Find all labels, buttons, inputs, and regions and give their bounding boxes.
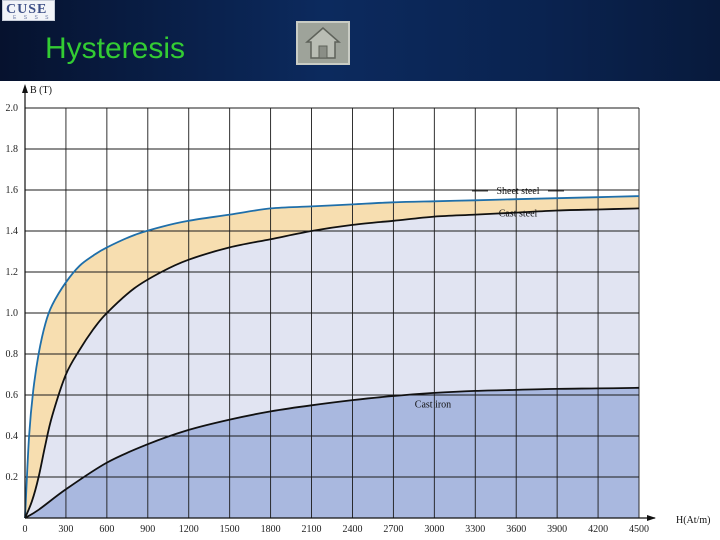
bh-curve-chart: 0.2 0.4 0.6 0.8 1.0 1.2 1.4 1.6 1.8 2.0 0 300 600 900… xyxy=(6,84,710,535)
y-tick-label: 1.8 xyxy=(6,144,19,155)
x-tick-label: 1800 xyxy=(261,524,281,535)
x-tick-label: 900 xyxy=(140,524,155,535)
x-tick-label: 4200 xyxy=(588,524,608,535)
tick-labels: 0.2 0.4 0.6 0.8 1.0 1.2 1.4 1.6 1.8 2.0 0 300 600 900… xyxy=(6,103,650,535)
x-tick-label: 2100 xyxy=(302,524,322,535)
cast-iron-fill xyxy=(25,387,639,518)
x-tick-label: 3000 xyxy=(424,524,444,535)
y-tick-label: 0.6 xyxy=(6,390,19,401)
cast-iron-label: Cast iron xyxy=(415,399,451,410)
x-tick-label: 0 xyxy=(23,524,28,535)
y-tick-label: 1.0 xyxy=(6,308,19,319)
x-tick-label: 4500 xyxy=(629,524,649,535)
annotations: Sheet steel Cast steel Cast iron xyxy=(415,186,564,410)
y-axis-label: B (T) xyxy=(30,85,52,96)
y-axis-arrow xyxy=(22,84,28,93)
x-tick-label: 1200 xyxy=(179,524,199,535)
y-tick-label: 0.2 xyxy=(6,472,19,483)
x-tick-label: 1500 xyxy=(220,524,240,535)
y-tick-label: 1.2 xyxy=(6,267,19,278)
x-axis-label: H(At/m) xyxy=(676,515,710,526)
grid xyxy=(25,107,640,518)
x-tick-label: 2400 xyxy=(342,524,362,535)
sheet-steel-label: Sheet steel xyxy=(496,186,539,197)
y-tick-label: 0.4 xyxy=(6,431,19,442)
cast-iron-curve xyxy=(24,386,640,519)
x-axis-arrow xyxy=(647,515,656,521)
logo-subtext: E S S S xyxy=(13,15,52,21)
logo: CUSE E S S S xyxy=(2,0,55,21)
x-tick-label: 300 xyxy=(58,524,73,535)
area-fills xyxy=(25,196,639,518)
y-tick-label: 1.6 xyxy=(6,185,19,196)
slide-title: Hysteresis xyxy=(45,32,186,65)
home-button[interactable] xyxy=(296,21,350,65)
cast-steel-curve xyxy=(24,207,640,519)
y-tick-label: 1.4 xyxy=(6,226,19,237)
curves xyxy=(24,195,640,519)
slide-header: CUSE E S S S Hysteresis xyxy=(0,0,720,81)
logo-text: CUSE xyxy=(6,2,48,17)
x-tick-label: 3900 xyxy=(547,524,567,535)
axes xyxy=(22,84,656,521)
x-tick-label: 2700 xyxy=(383,524,403,535)
x-tick-label: 3300 xyxy=(465,524,485,535)
x-tick-label: 3600 xyxy=(506,524,526,535)
y-tick-label: 2.0 xyxy=(6,103,19,114)
y-tick-label: 0.8 xyxy=(6,349,19,360)
sheet-steel-curve xyxy=(24,195,640,519)
x-tick-label: 600 xyxy=(99,524,114,535)
home-icon xyxy=(305,27,341,59)
cast-steel-label: Cast steel xyxy=(499,209,538,220)
